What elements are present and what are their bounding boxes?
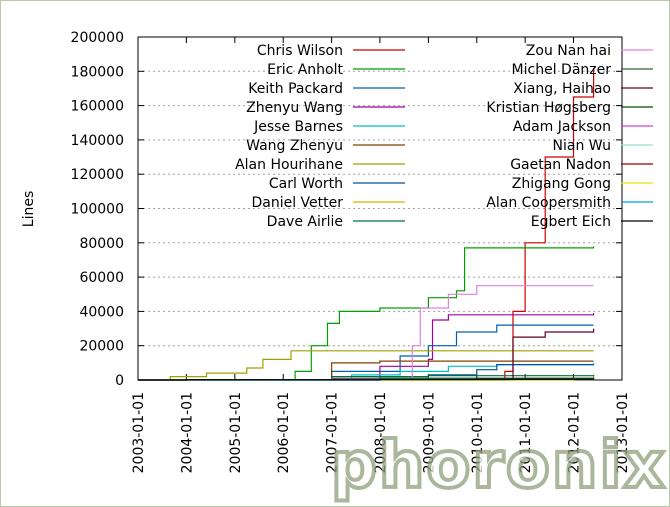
legend-label: Chris Wilson xyxy=(257,43,343,59)
watermark-logo: phoronix xyxy=(331,429,667,503)
y-tick-label: 160000 xyxy=(71,99,124,115)
x-tick-label: 2010-01-01 xyxy=(470,392,486,473)
y-tick-label: 120000 xyxy=(71,167,124,183)
y-tick-label: 0 xyxy=(115,373,124,389)
series-lines xyxy=(138,67,595,381)
y-tick-label: 140000 xyxy=(71,133,124,149)
x-tick-label: 2011-01-01 xyxy=(518,392,534,473)
legend-label: Kristian Høgsberg xyxy=(486,100,611,116)
y-tick-label: 200000 xyxy=(71,30,124,46)
y-axis: 0 20000 40000 60000 80000 100000 120000 140000 1… xyxy=(71,30,622,389)
series-line-1 xyxy=(138,246,595,381)
y-tick-label: 40000 xyxy=(79,304,124,320)
legend-label: Gaetan Nadon xyxy=(510,157,611,173)
x-tick-label: 2012-01-01 xyxy=(567,392,583,473)
x-axis: 2003-01-01 2004-01-01 2005-01-01 2006-01-01… xyxy=(131,37,631,473)
x-tick-label: 2006-01-01 xyxy=(276,392,292,473)
legend-label: Keith Packard xyxy=(248,81,343,97)
legend-label: Wang Zhenyu xyxy=(246,138,343,154)
legend-label: Jesse Barnes xyxy=(253,119,343,135)
legend-label: Alan Coopersmith xyxy=(486,195,611,211)
legend-label: Nian Wu xyxy=(553,138,611,154)
y-tick-label: 100000 xyxy=(71,202,124,218)
series-line-6 xyxy=(138,350,594,381)
x-tick-label: 2013-01-01 xyxy=(615,392,631,473)
legend-label: Adam Jackson xyxy=(513,119,611,135)
x-tick-label: 2007-01-01 xyxy=(325,392,341,473)
legend-label: Egbert Eich xyxy=(531,214,611,230)
x-tick-label: 2003-01-01 xyxy=(131,392,147,473)
y-tick-label: 60000 xyxy=(79,270,124,286)
legend-label: Daniel Vetter xyxy=(251,195,343,211)
legend-label: Xiang, Haihao xyxy=(513,81,611,97)
x-tick-label: 2004-01-01 xyxy=(179,392,195,473)
legend-label: Carl Worth xyxy=(269,176,343,192)
legend-label: Zhigang Gong xyxy=(512,176,611,192)
legend-label: Eric Anholt xyxy=(267,62,343,78)
legend: Chris Wilson Eric Anholt Keith Packard Zhen… xyxy=(235,43,653,230)
legend-label: Michel Dänzer xyxy=(512,62,612,78)
legend-label: Dave Airlie xyxy=(267,214,343,230)
legend-label: Zou Nan hai xyxy=(526,43,611,59)
x-tick-label: 2005-01-01 xyxy=(228,392,244,473)
y-tick-label: 20000 xyxy=(79,339,124,355)
y-axis-label: Lines xyxy=(21,191,37,227)
y-tick-label: 180000 xyxy=(71,64,124,80)
legend-label: Zhenyu Wang xyxy=(246,100,343,116)
legend-label: Alan Hourihane xyxy=(235,157,343,173)
y-tick-label: 80000 xyxy=(79,236,124,252)
x-tick-label: 2008-01-01 xyxy=(373,392,389,473)
x-tick-label: 2009-01-01 xyxy=(421,392,437,473)
series-line-19 xyxy=(138,378,595,381)
